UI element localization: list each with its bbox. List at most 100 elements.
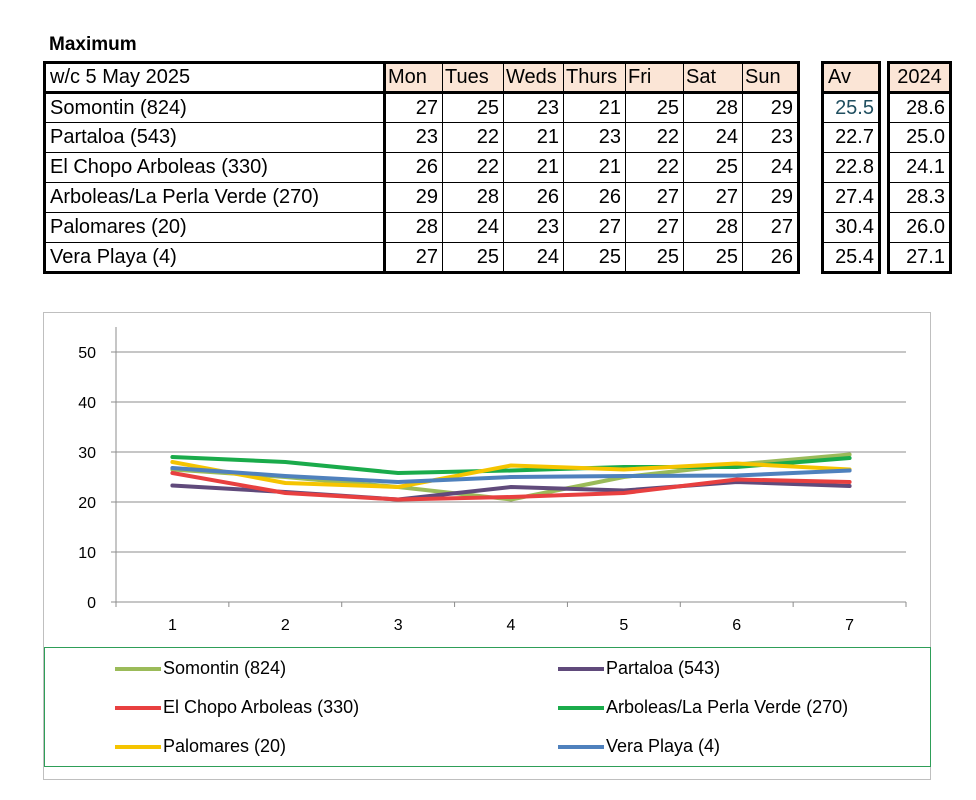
temp-cell: 25 xyxy=(683,152,743,183)
temp-cell: 22 xyxy=(625,122,684,153)
x-tick-label: 1 xyxy=(168,617,177,634)
series-line-5 xyxy=(170,466,852,484)
max-temp-table: w/c 5 May 2025 Mon Tues Weds Thurs Fri Sat Sun S… xyxy=(43,61,800,274)
chart-plot-svg: 0 10 20 30 40 50 1 2 3 4 5 6 7 xyxy=(78,327,907,634)
temp-cell: 27 xyxy=(384,242,443,273)
av-row: 27.4 xyxy=(822,182,880,213)
station-name: Arboleas/La Perla Verde (270) xyxy=(44,182,386,213)
station-name: Palomares (20) xyxy=(44,212,386,243)
temp-cell: 27 xyxy=(742,212,799,243)
temp-cell: 28 xyxy=(683,92,743,123)
day-header: Mon xyxy=(384,62,443,94)
temp-cell: 25 xyxy=(442,92,504,123)
year-2024-cell: 28.3 xyxy=(888,182,951,213)
temp-cell: 27 xyxy=(625,182,684,213)
temp-cell: 28 xyxy=(384,212,443,243)
year-row: 28.3 xyxy=(888,182,951,213)
average-cell: 22.7 xyxy=(822,122,880,153)
day-header: Tues xyxy=(442,62,504,94)
day-header: Weds xyxy=(503,62,564,94)
legend-swatch xyxy=(115,744,161,749)
av-row: 22.7 xyxy=(822,122,880,153)
temp-cell: 25 xyxy=(625,92,684,123)
temp-cell: 24 xyxy=(442,212,504,243)
station-name: Partaloa (543) xyxy=(44,122,386,153)
av-row: 22.8 xyxy=(822,152,880,183)
station-name: El Chopo Arboleas (330) xyxy=(44,152,386,183)
temp-cell: 24 xyxy=(683,122,743,153)
series-line-3 xyxy=(170,455,852,475)
temp-cell: 23 xyxy=(563,122,626,153)
legend-item: Vera Playa (4) xyxy=(558,736,720,757)
legend-item: El Chopo Arboleas (330) xyxy=(115,697,359,718)
y-tick-label: 50 xyxy=(78,345,96,362)
year-header-row: 2024 xyxy=(888,62,951,94)
x-tick-label: 6 xyxy=(732,617,741,634)
temp-cell: 26 xyxy=(742,242,799,273)
av-row: 25.4 xyxy=(822,242,880,273)
legend-label: El Chopo Arboleas (330) xyxy=(163,697,360,717)
temp-cell: 24 xyxy=(503,242,564,273)
temp-cell: 21 xyxy=(503,152,564,183)
table-row: El Chopo Arboleas (330) 26 22 21 21 22 25 24 xyxy=(44,152,799,183)
year-row: 27.1 xyxy=(888,242,951,273)
temp-cell: 21 xyxy=(503,122,564,153)
day-header: Sat xyxy=(683,62,743,94)
x-tick-label: 4 xyxy=(507,617,516,634)
average-cell: 30.4 xyxy=(822,212,880,243)
legend-swatch xyxy=(558,744,604,749)
year-header: 2024 xyxy=(888,62,951,94)
x-tick-label: 7 xyxy=(845,617,854,634)
year-row: 26.0 xyxy=(888,212,951,243)
temp-cell: 27 xyxy=(384,92,443,123)
table-row: Palomares (20) 28 24 23 27 27 28 27 xyxy=(44,212,799,243)
average-cell: 27.4 xyxy=(822,182,880,213)
chart-legend: Somontin (824) Partaloa (543) El Chopo Arb… xyxy=(44,647,931,767)
average-cell: 22.8 xyxy=(822,152,880,183)
temp-cell: 28 xyxy=(683,212,743,243)
av-header-row: Av xyxy=(822,62,880,94)
av-row: 25.5 xyxy=(822,92,880,123)
temp-cell: 21 xyxy=(563,152,626,183)
x-tick-label: 5 xyxy=(619,617,628,634)
y-tick-label: 40 xyxy=(78,395,96,412)
temp-cell: 29 xyxy=(384,182,443,213)
temp-cell: 25 xyxy=(625,242,684,273)
temp-cell: 25 xyxy=(563,242,626,273)
table-row: Vera Playa (4) 27 25 24 25 25 25 26 xyxy=(44,242,799,273)
average-column-table: Av 25.5 22.7 22.8 27.4 30.4 25.4 xyxy=(821,61,881,274)
table-row: Partaloa (543) 23 22 21 23 22 24 23 xyxy=(44,122,799,153)
legend-swatch xyxy=(115,705,161,710)
temp-cell: 25 xyxy=(442,242,504,273)
temp-cell: 29 xyxy=(742,92,799,123)
year-2024-cell: 28.6 xyxy=(888,92,951,123)
legend-item: Palomares (20) xyxy=(115,736,286,757)
year-row: 25.0 xyxy=(888,122,951,153)
station-name: Somontin (824) xyxy=(44,92,386,123)
year-2024-cell: 25.0 xyxy=(888,122,951,153)
temp-cell: 28 xyxy=(442,182,504,213)
temp-cell: 23 xyxy=(384,122,443,153)
y-tick-label: 20 xyxy=(78,495,96,512)
year-2024-cell: 26.0 xyxy=(888,212,951,243)
temp-cell: 26 xyxy=(563,182,626,213)
week-label: w/c 5 May 2025 xyxy=(44,62,386,94)
legend-label: Partaloa (543) xyxy=(606,658,721,678)
station-name: Vera Playa (4) xyxy=(44,242,386,273)
table-row: Arboleas/La Perla Verde (270) 29 28 26 26 27 2… xyxy=(44,182,799,213)
day-header: Fri xyxy=(625,62,684,94)
temp-cell: 27 xyxy=(683,182,743,213)
av-row: 30.4 xyxy=(822,212,880,243)
legend-label: Palomares (20) xyxy=(163,736,287,756)
legend-label: Vera Playa (4) xyxy=(606,736,721,756)
temp-cell: 29 xyxy=(742,182,799,213)
temp-cell: 22 xyxy=(625,152,684,183)
table-title: Maximum xyxy=(49,34,137,55)
temp-cell: 27 xyxy=(625,212,684,243)
temp-cell: 26 xyxy=(503,182,564,213)
day-header: Sun xyxy=(742,62,799,94)
table-header-row: w/c 5 May 2025 Mon Tues Weds Thurs Fri Sat Sun xyxy=(44,62,799,94)
legend-item: Partaloa (543) xyxy=(558,658,720,679)
series-line-2 xyxy=(170,471,852,502)
temp-cell: 24 xyxy=(742,152,799,183)
